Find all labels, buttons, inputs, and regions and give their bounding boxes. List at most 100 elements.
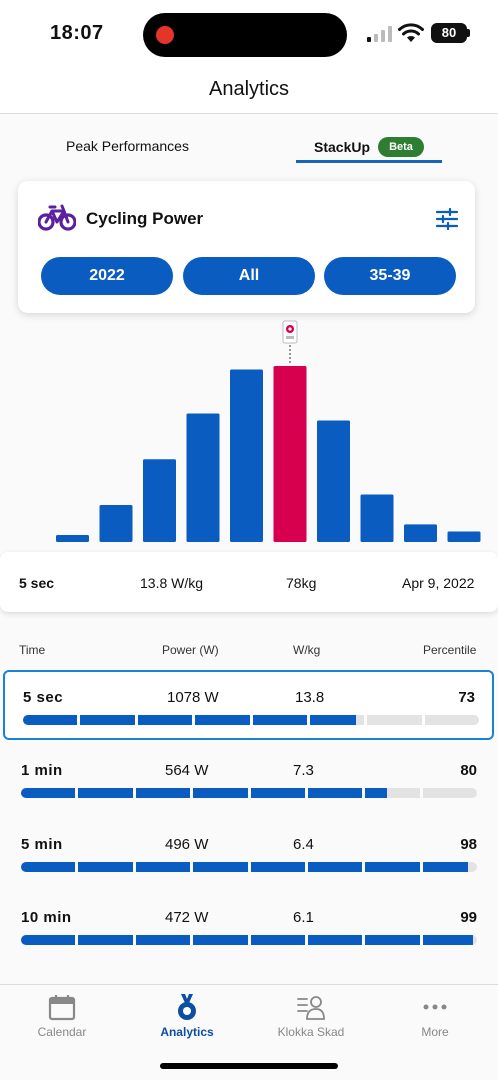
chart-bar[interactable]: [404, 524, 437, 542]
row-wkg: 7.3: [293, 762, 314, 779]
medal-icon: [178, 994, 196, 1020]
chart-bar-highlighted[interactable]: [273, 366, 307, 542]
chart-bar[interactable]: [317, 420, 350, 542]
nav-label: Calendar: [37, 1025, 87, 1039]
status-bar: 18:07 80: [0, 0, 498, 66]
dynamic-island: [143, 13, 347, 57]
percentile-segment: [365, 788, 420, 798]
chart-bar[interactable]: [447, 531, 481, 542]
percentile-bar: [21, 935, 477, 945]
chart-bar[interactable]: [56, 534, 89, 542]
table-row[interactable]: 10 min 472 W 6.1 99: [3, 892, 494, 962]
header-wkg: W/kg: [293, 643, 321, 657]
summary-date: Apr 9, 2022: [402, 575, 475, 591]
year-filter-button[interactable]: 2022: [41, 257, 173, 295]
percentile-segment: [252, 715, 307, 725]
percentile-segment: [365, 935, 420, 945]
nav-label: More: [421, 1025, 449, 1039]
status-time: 18:07: [50, 22, 104, 44]
age-filter-button[interactable]: 35-39: [324, 257, 456, 295]
bike-icon: [38, 204, 76, 231]
percentile-bar: [21, 862, 477, 872]
percentile-segment: [78, 935, 133, 945]
row-percentile: 99: [460, 909, 477, 926]
row-power: 496 W: [165, 836, 209, 853]
calendar-icon: [48, 995, 76, 1021]
tab-active-indicator: [296, 160, 442, 163]
home-indicator: [160, 1063, 338, 1069]
tab-peak-performances[interactable]: Peak Performances: [66, 138, 189, 154]
header-percentile: Percentile: [423, 643, 477, 657]
nav-profile[interactable]: Klokka Skad: [249, 985, 373, 1055]
more-icon: [423, 1004, 447, 1010]
percentile-segment: [21, 788, 76, 798]
nav-analytics[interactable]: Analytics: [125, 985, 249, 1055]
row-time: 5 sec: [23, 689, 64, 706]
sport-title: Cycling Power: [86, 209, 204, 228]
battery-icon: 80: [431, 23, 467, 43]
cellular-signal-icon: [367, 26, 392, 42]
selected-summary: 5 sec 13.8 W/kg 78kg Apr 9, 2022: [0, 552, 498, 612]
percentile-segment: [80, 715, 135, 725]
percentile-segment: [78, 788, 133, 798]
user-marker-icon: [282, 320, 298, 344]
header-time: Time: [19, 643, 46, 657]
table-row[interactable]: 1 min 564 W 7.3 80: [3, 745, 494, 815]
chart-bar[interactable]: [360, 494, 394, 542]
row-power: 472 W: [165, 909, 209, 926]
percentile-segment: [422, 788, 477, 798]
percentile-segment: [307, 788, 363, 798]
percentile-segment: [195, 715, 250, 725]
summary-duration: 5 sec: [19, 575, 55, 591]
filter-settings-icon[interactable]: [436, 208, 458, 230]
recording-indicator-icon: [156, 26, 174, 44]
summary-wkg: 13.8 W/kg: [140, 575, 204, 591]
percentile-segment: [250, 862, 305, 872]
percentile-bar: [23, 715, 479, 725]
wifi-icon: [398, 23, 424, 42]
percentile-bar: [21, 788, 477, 798]
percentile-segment: [193, 935, 248, 945]
chart-bar[interactable]: [230, 369, 263, 542]
gender-filter-button[interactable]: All: [183, 257, 315, 295]
summary-weight: 78kg: [286, 575, 317, 591]
battery-nub: [467, 29, 470, 37]
row-wkg: 6.4: [293, 836, 314, 853]
chart-bar[interactable]: [143, 459, 176, 542]
percentile-segment: [422, 862, 477, 872]
percentile-segment: [135, 788, 191, 798]
row-time: 1 min: [21, 762, 63, 779]
chart-bar[interactable]: [186, 413, 220, 542]
percentile-segment: [193, 862, 248, 872]
table-row[interactable]: 5 sec 1078 W 13.8 73: [3, 670, 494, 740]
chart-bar[interactable]: [99, 505, 133, 542]
row-wkg: 6.1: [293, 909, 314, 926]
percentile-segment: [21, 935, 76, 945]
header-power: Power (W): [162, 643, 219, 657]
row-time: 5 min: [21, 836, 63, 853]
percentile-segment: [367, 715, 422, 725]
row-percentile: 98: [460, 836, 477, 853]
percentile-segment: [21, 862, 76, 872]
row-power: 564 W: [165, 762, 209, 779]
row-power: 1078 W: [167, 689, 219, 706]
percentile-segment: [135, 935, 191, 945]
nav-more[interactable]: More: [373, 985, 497, 1055]
nav-calendar[interactable]: Calendar: [0, 985, 124, 1055]
percentile-segment: [309, 715, 365, 725]
percentile-segment: [137, 715, 193, 725]
percentile-segment: [307, 862, 363, 872]
header: Analytics: [0, 66, 498, 114]
percentile-segment: [422, 935, 477, 945]
nav-label: Klokka Skad: [277, 1025, 345, 1039]
percentile-segment: [193, 788, 248, 798]
nav-label: Analytics: [160, 1025, 214, 1039]
row-time: 10 min: [21, 909, 72, 926]
percentile-segment: [307, 935, 363, 945]
percentile-segment: [23, 715, 78, 725]
beta-badge: Beta: [378, 137, 424, 157]
row-wkg: 13.8: [295, 689, 325, 706]
table-row[interactable]: 5 min 496 W 6.4 98: [3, 819, 494, 889]
tab-stackup[interactable]: StackUp: [314, 139, 371, 155]
page-title: Analytics: [208, 78, 290, 100]
